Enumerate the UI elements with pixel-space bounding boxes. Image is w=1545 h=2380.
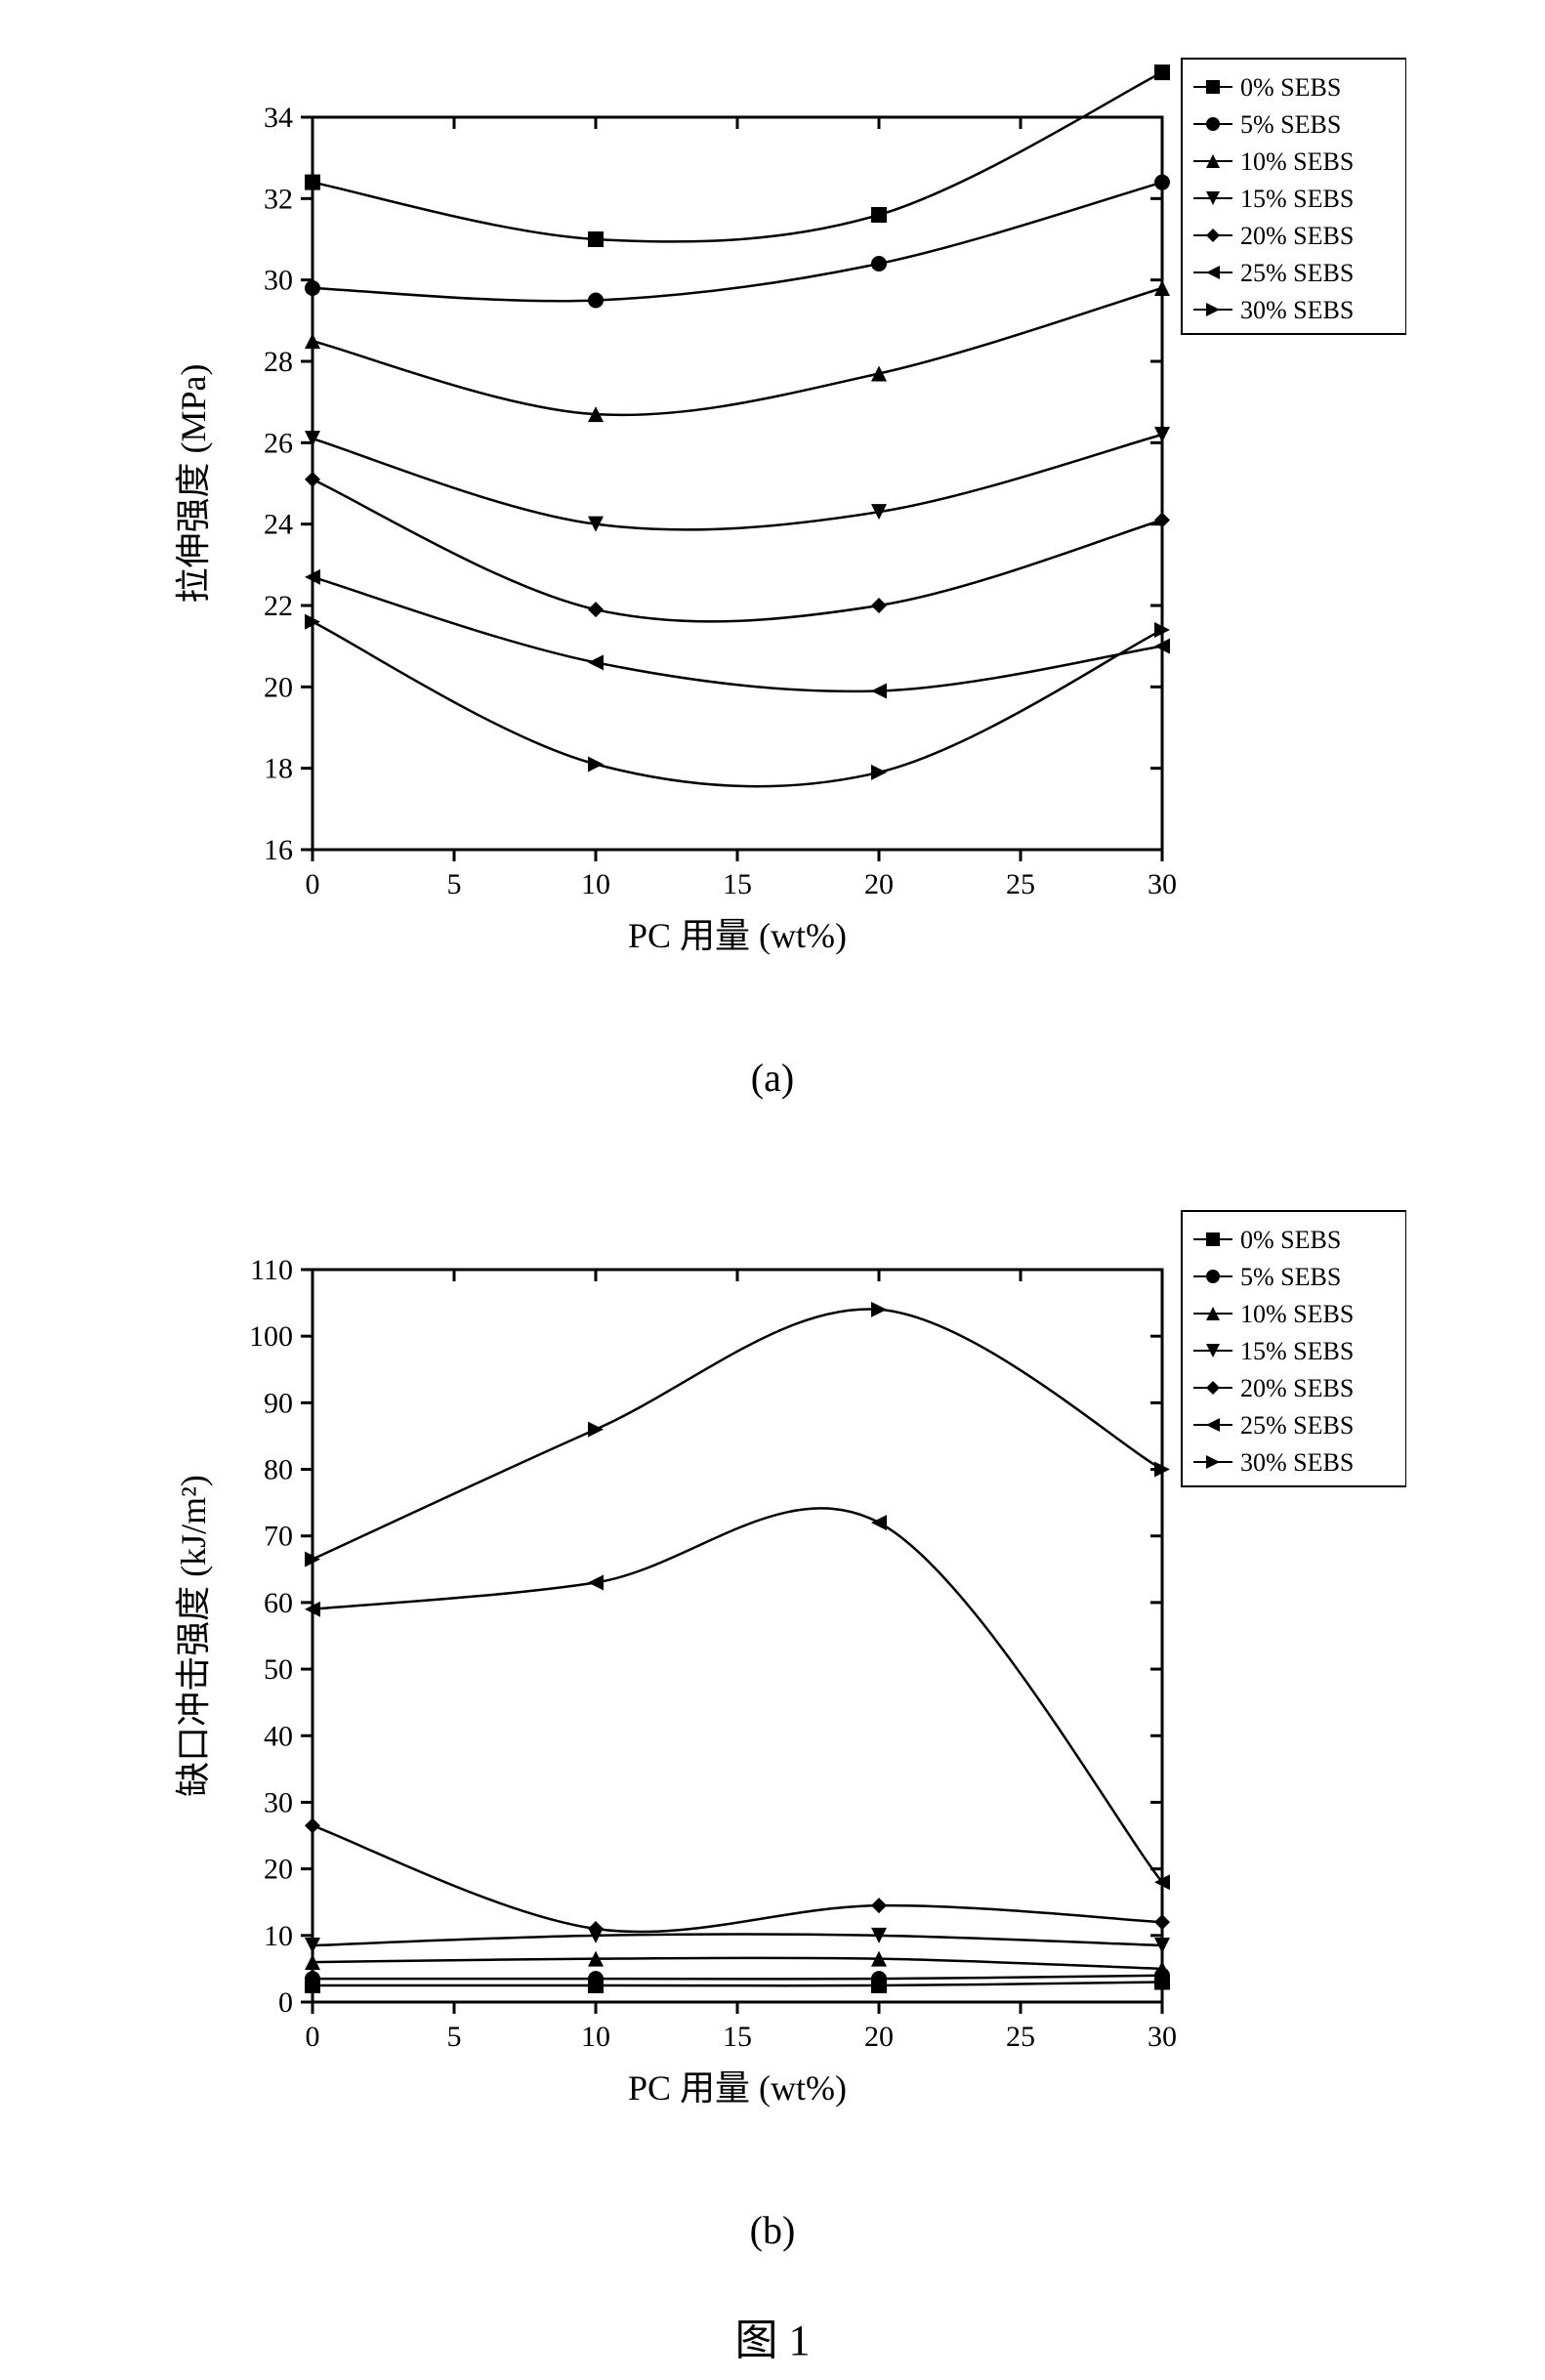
- figure-page: 0 5 10 15 20 25 30 16 18 20 22 24 26 28 30 32 34 PC 用量 (w…: [0, 0, 1545, 2380]
- svg-text:18: 18: [264, 753, 293, 785]
- svg-text:5% SEBS: 5% SEBS: [1240, 110, 1341, 139]
- svg-text:拉伸强度 (MPa): 拉伸强度 (MPa): [174, 364, 213, 604]
- svg-text:5% SEBS: 5% SEBS: [1240, 1263, 1341, 1291]
- svg-text:30: 30: [1148, 2021, 1177, 2053]
- svg-text:0: 0: [278, 1986, 293, 2019]
- svg-text:25% SEBS: 25% SEBS: [1240, 259, 1354, 287]
- svg-text:15: 15: [723, 868, 752, 900]
- svg-text:22: 22: [264, 590, 293, 622]
- svg-text:10: 10: [264, 1920, 293, 1952]
- svg-text:34: 34: [264, 102, 293, 134]
- svg-text:20: 20: [264, 1854, 293, 1886]
- svg-text:0: 0: [306, 2021, 320, 2053]
- svg-text:30: 30: [264, 1786, 293, 1818]
- svg-text:0% SEBS: 0% SEBS: [1240, 1226, 1341, 1254]
- svg-text:30: 30: [1148, 868, 1177, 900]
- svg-text:50: 50: [264, 1653, 293, 1686]
- svg-text:25: 25: [1006, 2021, 1035, 2053]
- svg-text:100: 100: [249, 1320, 293, 1353]
- svg-text:30% SEBS: 30% SEBS: [1240, 296, 1354, 324]
- chart-a-container: 0 5 10 15 20 25 30 16 18 20 22 24 26 28 30 32 34 PC 用量 (w…: [137, 39, 1406, 1016]
- chart-b-svg: 0 5 10 15 20 25 30 0 10 20 30 40 50 60 70 80 90 100 110 PC …: [137, 1191, 1406, 2168]
- svg-text:90: 90: [264, 1387, 293, 1419]
- svg-text:20% SEBS: 20% SEBS: [1240, 222, 1354, 250]
- svg-text:28: 28: [264, 346, 293, 378]
- svg-text:24: 24: [264, 509, 293, 541]
- svg-text:40: 40: [264, 1720, 293, 1752]
- svg-text:15% SEBS: 15% SEBS: [1240, 1337, 1354, 1365]
- svg-text:20% SEBS: 20% SEBS: [1240, 1374, 1354, 1402]
- caption-b: (b): [0, 2207, 1545, 2253]
- svg-text:110: 110: [250, 1254, 293, 1286]
- svg-text:15: 15: [723, 2021, 752, 2053]
- svg-text:60: 60: [264, 1587, 293, 1619]
- svg-text:10% SEBS: 10% SEBS: [1240, 1300, 1354, 1328]
- chart-a-svg: 0 5 10 15 20 25 30 16 18 20 22 24 26 28 30 32 34 PC 用量 (w…: [137, 39, 1406, 1016]
- caption-a: (a): [0, 1055, 1545, 1101]
- svg-text:PC 用量 (wt%): PC 用量 (wt%): [628, 2068, 847, 2108]
- svg-text:70: 70: [264, 1521, 293, 1553]
- svg-text:20: 20: [864, 2021, 894, 2053]
- svg-text:缺口冲击强度 (kJ/m²): 缺口冲击强度 (kJ/m²): [174, 1475, 213, 1797]
- svg-text:0% SEBS: 0% SEBS: [1240, 73, 1341, 102]
- svg-text:PC 用量 (wt%): PC 用量 (wt%): [628, 916, 847, 955]
- svg-text:10: 10: [581, 2021, 610, 2053]
- svg-text:32: 32: [264, 183, 293, 215]
- svg-text:15% SEBS: 15% SEBS: [1240, 185, 1354, 213]
- svg-text:20: 20: [864, 868, 894, 900]
- svg-text:0: 0: [306, 868, 320, 900]
- svg-text:30% SEBS: 30% SEBS: [1240, 1448, 1354, 1477]
- svg-text:25: 25: [1006, 868, 1035, 900]
- svg-text:25% SEBS: 25% SEBS: [1240, 1411, 1354, 1440]
- svg-text:5: 5: [447, 868, 462, 900]
- svg-text:80: 80: [264, 1454, 293, 1486]
- svg-text:30: 30: [264, 265, 293, 297]
- svg-text:10: 10: [581, 868, 610, 900]
- svg-text:10% SEBS: 10% SEBS: [1240, 147, 1354, 176]
- svg-text:16: 16: [264, 834, 293, 866]
- svg-text:5: 5: [447, 2021, 462, 2053]
- figure-label: 图 1: [0, 2305, 1545, 2367]
- svg-text:26: 26: [264, 427, 293, 459]
- chart-b-container: 0 5 10 15 20 25 30 0 10 20 30 40 50 60 70 80 90 100 110 PC …: [137, 1191, 1406, 2168]
- svg-text:20: 20: [264, 671, 293, 703]
